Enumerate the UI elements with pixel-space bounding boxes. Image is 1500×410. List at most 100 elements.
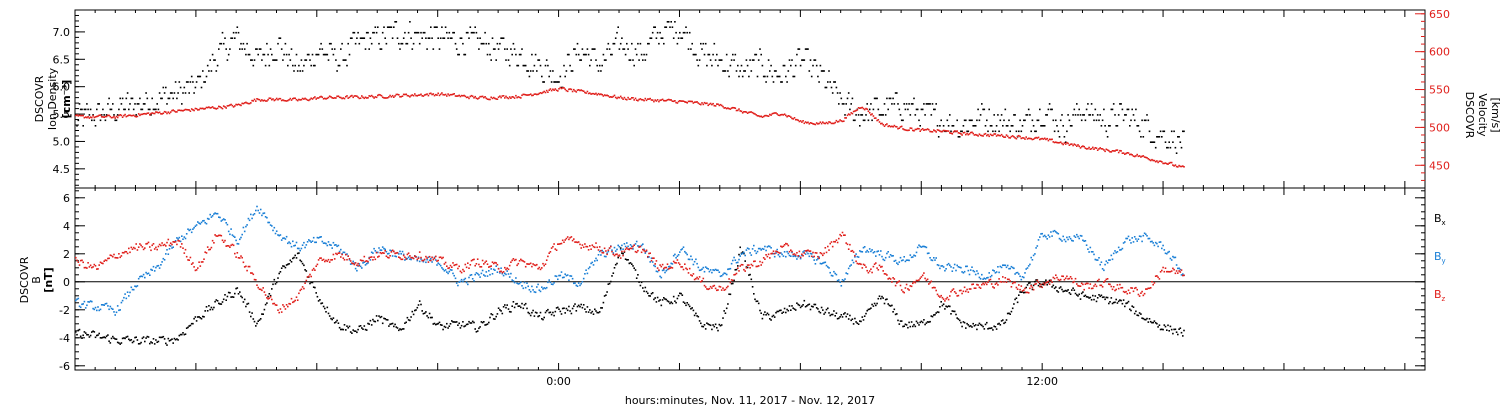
by-series-point [324,242,326,244]
bx-series-point [1129,308,1131,311]
velocity-series-point [428,92,431,95]
density-series-point [746,64,749,67]
density-series-point [947,125,950,127]
bz-series-point [89,264,92,267]
density-series-point [766,75,769,78]
density-series-point [707,53,709,56]
bx-series-point [368,323,370,325]
velocity-series-point [777,114,780,116]
bx-series-point [1101,296,1104,299]
by-series-point [391,255,394,257]
bz-series-point [1157,276,1159,279]
density-series-point [675,31,677,34]
bx-series-point [666,300,669,302]
by-series-point [809,252,812,255]
by-series-point [166,249,168,251]
density-series-point [687,48,690,50]
bz-series-point [1153,282,1156,284]
density-series-point [182,92,184,94]
bz-series-point [725,286,728,289]
bz-series-point [203,258,205,260]
bx-series-point [520,306,522,309]
bz-series-point [761,261,764,264]
velocity-series-point [277,98,279,101]
bx-series-point [453,321,455,323]
velocity-series-point [1072,144,1074,147]
by-series-point [791,251,793,254]
bx-series-point [405,321,407,324]
density-series-point [956,119,958,122]
velocity-series-point [431,93,433,96]
bx-series-point [76,333,78,336]
by-series-point [818,256,820,258]
velocity-series-point [876,119,878,122]
bz-series-point [645,249,648,252]
by-series-point [873,251,876,253]
bx-series-point [764,311,766,313]
by-series-point [730,262,733,265]
density-series-point [380,48,383,50]
bx-series-point [743,252,745,255]
velocity-series-point [84,116,87,118]
bx-series-point [226,295,229,298]
by-series-point [377,251,379,254]
velocity-series-point [108,114,110,117]
by-series-point [856,255,859,258]
bx-series-point [358,325,361,328]
bx-series-point [899,320,902,322]
bx-series-point [463,325,465,328]
bz-series-point [115,257,118,259]
bx-series-point [812,306,814,308]
velocity-series-point [401,95,404,97]
velocity-series-point [151,112,153,114]
density-series-point [377,26,379,28]
velocity-series-point [582,90,585,92]
bz-series-point [953,291,956,293]
bx-series-point [100,337,103,339]
velocity-series-point [362,96,364,99]
velocity-series-point [144,112,146,115]
by-series-point [264,216,267,218]
velocity-series-point [798,120,801,123]
bx-series-point [231,296,234,298]
by-series-point [451,269,453,271]
velocity-series-point [773,112,776,114]
bx-series-point [462,321,464,323]
bz-series-point [177,239,179,242]
bz-series-point [326,260,329,263]
by-series-point [426,258,428,261]
bx-series-point [510,311,512,313]
density-series-point [144,103,146,105]
by-series-point [1020,278,1023,281]
by-series-point [1068,236,1071,238]
bz-series-point [331,259,333,261]
density-series-point [492,48,495,50]
by-series-point [273,226,276,229]
bz-series-point [299,289,301,292]
bx-series-point [732,282,734,285]
density-series-point [647,42,649,45]
by-series-point [1180,274,1183,276]
bx-series-point [597,311,600,314]
velocity-series-point [754,113,756,115]
by-series-point [300,247,303,250]
bx-series-point [275,281,278,284]
velocity-series-point [272,98,274,100]
velocity-series-point [944,129,946,132]
density-series-point [777,75,780,78]
density-series-point [1020,130,1023,133]
velocity-series-point [241,102,243,105]
bz-series-point [1179,271,1182,273]
bx-series-point [363,325,366,327]
velocity-series-point [252,100,255,102]
density-series-point [971,119,973,122]
velocity-series-point [684,101,686,103]
density-series-point [501,37,504,39]
by-series-point [496,271,499,273]
bx-series-point [316,295,319,298]
bz-series-point [1124,291,1126,294]
density-series-point [494,48,496,50]
bz-series-point [759,260,761,263]
bx-series-point [876,302,878,305]
bx-series-point [793,308,796,310]
